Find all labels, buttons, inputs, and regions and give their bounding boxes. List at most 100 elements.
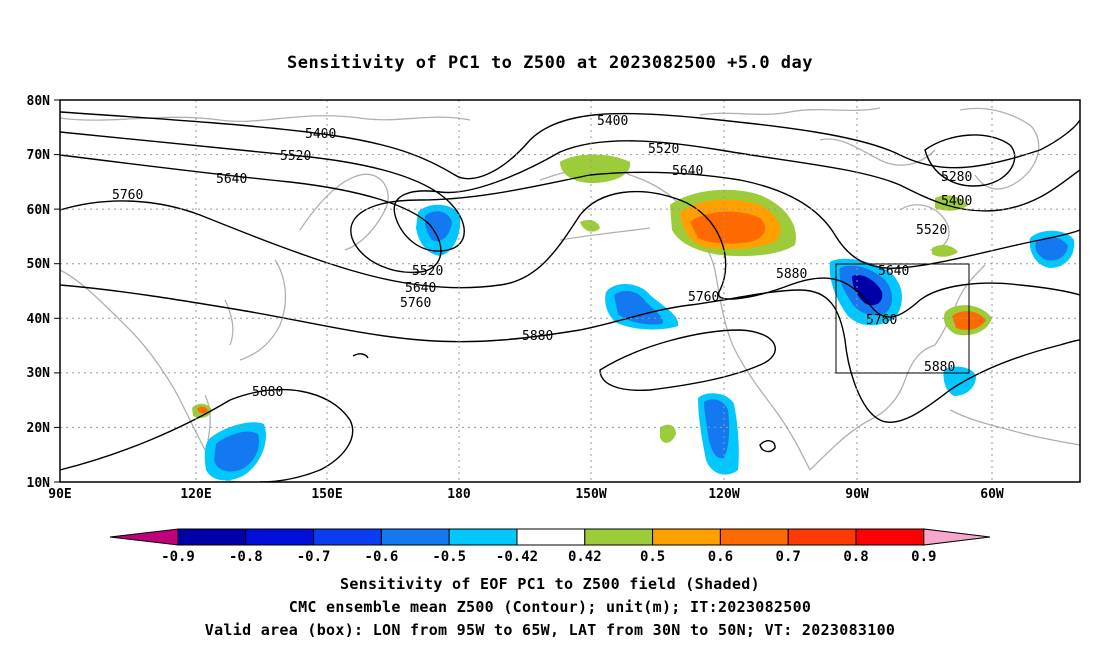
positive-region-china-core — [197, 406, 208, 414]
lat-label-80n: 80N — [27, 94, 51, 109]
gridlines — [60, 100, 1080, 482]
map-border — [59, 99, 1081, 483]
contour-5760 — [60, 190, 1080, 318]
contour-label-5640-b: 5640 — [672, 164, 703, 179]
contour-label-5640-d: 5640 — [878, 264, 909, 279]
colorbar-segment — [177, 528, 247, 546]
contour-label-5760-d: 5760 — [866, 313, 897, 328]
colorbar-tick-label: -0.7 — [297, 549, 331, 565]
colorbar-segment — [584, 528, 654, 546]
z500-contours — [60, 111, 1080, 482]
contour-label-5880-b: 5880 — [776, 267, 807, 282]
japan-coast — [239, 259, 287, 361]
caribbean-coast — [949, 409, 1080, 446]
contour-5640 — [60, 154, 1080, 274]
positive-region-bering — [560, 154, 631, 184]
negative-region-nwatlantic-core — [1035, 237, 1068, 261]
contour-label-5760-c: 5760 — [688, 290, 719, 305]
contour-5880-west — [60, 388, 354, 482]
colorbar-tick-label: 0.7 — [776, 549, 801, 565]
colorbar-tick-label: 0.5 — [640, 549, 665, 565]
contour-label-5760-a: 5760 — [112, 188, 143, 203]
colorbar — [109, 528, 991, 546]
lon-label-150e: 150E — [311, 487, 342, 502]
contour-label-5520-b: 5520 — [648, 142, 679, 157]
colorbar-tick-label: -0.6 — [365, 549, 399, 565]
negative-region-npacific-core — [614, 290, 663, 325]
arctic-islands — [699, 107, 881, 116]
contour-label-5880-c: 5880 — [252, 385, 283, 400]
korea-coast — [224, 299, 234, 346]
contour-5880-loop — [599, 329, 776, 392]
colorbar-tick-label: -0.8 — [229, 549, 263, 565]
contour-5400 — [60, 111, 1080, 180]
colorbar-segment — [652, 528, 721, 546]
valid-area-box — [835, 263, 970, 374]
sensitivity-shading — [192, 154, 1075, 481]
lon-label-180: 180 — [447, 487, 471, 502]
contour-label-5520-d: 5520 — [916, 223, 947, 238]
contour-label-5400-c: 5400 — [941, 194, 972, 209]
colorbar-tick-label: 0.6 — [708, 549, 733, 565]
contour-5520 — [60, 131, 1080, 252]
us-east-coast — [934, 264, 986, 346]
colorbar-segment — [787, 528, 857, 546]
map-content: 5400 5400 5400 5520 5520 5520 5520 5640 … — [60, 107, 1080, 482]
na-west-coast — [714, 269, 811, 471]
lat-label-60n: 60N — [27, 203, 51, 218]
positive-region-alaska-core — [690, 211, 766, 244]
colorbar-tick-label: 0.42 — [568, 549, 602, 565]
colorbar-segment — [448, 528, 518, 546]
lon-label-150w: 150W — [575, 487, 606, 502]
contour-label-5640-a: 5640 — [216, 172, 247, 187]
negative-region-philippine-core — [214, 431, 260, 472]
lon-labels: 90E 120E 150E 180 150W 120W 90W 60W — [48, 487, 1004, 502]
lat-label-70n: 70N — [27, 148, 51, 163]
lat-label-30n: 30N — [27, 366, 51, 381]
negative-region-subtropical-core — [704, 399, 730, 459]
colorbar-labels: -0.9 -0.8 -0.7 -0.6 -0.5 -0.42 0.42 0.5 0.6 0.7 0.… — [161, 549, 936, 565]
contour-5880-north — [60, 284, 1080, 423]
contour-label-5640-c: 5640 — [405, 281, 436, 296]
colorbar-tick-label: 0.9 — [911, 549, 936, 565]
caption-line-1: Sensitivity of EOF PC1 to Z500 field (Sh… — [340, 575, 760, 593]
contour-label-5760-b: 5760 — [400, 296, 431, 311]
colorbar-extend-low — [109, 528, 179, 546]
lon-label-120e: 120E — [180, 487, 211, 502]
gulf-coast — [809, 344, 936, 471]
caption-line-3: Valid area (box): LON from 95W to 65W, L… — [205, 621, 895, 639]
map-title: Sensitivity of PC1 to Z500 at 2023082500… — [287, 53, 813, 73]
colorbar-segment — [380, 528, 450, 546]
contour-tiny — [352, 353, 369, 359]
lon-label-90e: 90E — [48, 487, 71, 502]
lon-label-60w: 60W — [980, 487, 1004, 502]
colorbar-segment — [516, 528, 586, 546]
contour-small-loop — [759, 440, 776, 453]
colorbar-tick-label: -0.5 — [432, 549, 466, 565]
colorbar-tick-label: -0.9 — [161, 549, 195, 565]
caption-line-2: CMC ensemble mean Z500 (Contour); unit(m… — [289, 598, 812, 616]
lat-label-20n: 20N — [27, 421, 51, 436]
lat-label-10n: 10N — [27, 476, 51, 491]
colorbar-segment — [245, 528, 315, 546]
positive-region-small — [580, 220, 600, 232]
colorbar-segment — [719, 528, 789, 546]
contour-label-5400-b: 5400 — [597, 114, 628, 129]
negative-region-greatlakes-core — [852, 274, 883, 306]
arctic-coast-asia — [60, 115, 471, 123]
lon-label-90w: 90W — [845, 487, 869, 502]
lat-axis — [54, 99, 60, 483]
aleutians — [559, 227, 651, 241]
lat-labels: 80N 70N 60N 50N 40N 30N 20N 10N — [27, 94, 51, 491]
lat-label-40n: 40N — [27, 312, 51, 327]
lat-label-50n: 50N — [27, 257, 51, 272]
colorbar-tick-label: -0.42 — [496, 549, 538, 565]
contour-label-5880-d: 5880 — [924, 360, 955, 375]
contour-label-5880-a: 5880 — [522, 329, 553, 344]
lon-label-120w: 120W — [708, 487, 739, 502]
colorbar-segment — [855, 528, 925, 546]
colorbar-extend-high — [923, 528, 991, 546]
positive-region-pacific — [660, 424, 676, 443]
contour-label-5520-c: 5520 — [412, 264, 443, 279]
